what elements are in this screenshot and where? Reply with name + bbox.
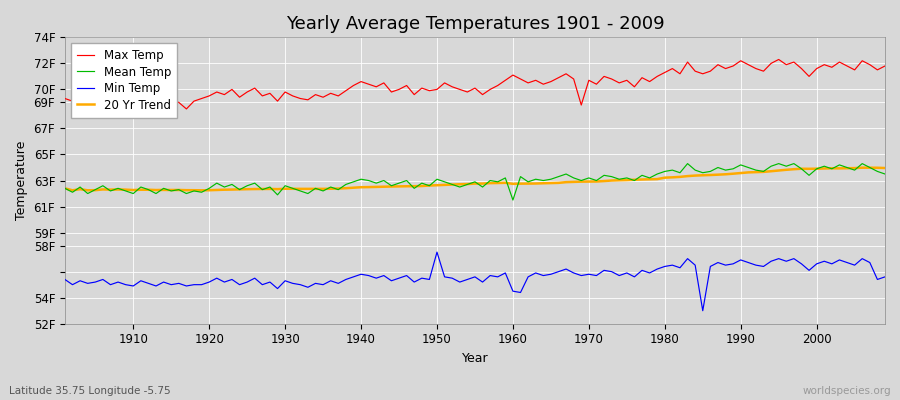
Mean Temp	[287, 186, 298, 191]
Min Temp	[333, 281, 344, 286]
Min Temp	[287, 281, 298, 286]
Min Temp	[515, 290, 526, 295]
Mean Temp	[515, 174, 526, 179]
Mean Temp	[500, 176, 510, 180]
Mean Temp	[607, 174, 617, 179]
20 Yr Trend	[121, 187, 131, 192]
Max Temp	[181, 106, 192, 111]
Mean Temp	[333, 187, 344, 192]
Max Temp	[340, 88, 351, 93]
Max Temp	[773, 57, 784, 62]
Max Temp	[879, 64, 890, 68]
Max Temp	[295, 96, 306, 101]
Min Temp	[432, 250, 443, 254]
Text: Latitude 35.75 Longitude -5.75: Latitude 35.75 Longitude -5.75	[9, 386, 171, 396]
Line: 20 Yr Trend: 20 Yr Trend	[65, 168, 885, 190]
Min Temp	[508, 289, 518, 294]
Line: Mean Temp: Mean Temp	[65, 164, 885, 200]
Mean Temp	[879, 172, 890, 176]
Max Temp	[607, 76, 617, 81]
20 Yr Trend	[508, 182, 518, 186]
Mean Temp	[682, 161, 693, 166]
20 Yr Trend	[340, 186, 351, 191]
Mean Temp	[121, 188, 131, 193]
Mean Temp	[59, 186, 70, 191]
Max Temp	[508, 73, 518, 78]
X-axis label: Year: Year	[462, 352, 489, 365]
Text: worldspecies.org: worldspecies.org	[803, 386, 891, 396]
20 Yr Trend	[607, 178, 617, 183]
20 Yr Trend	[59, 186, 70, 191]
Mean Temp	[508, 198, 518, 202]
Min Temp	[121, 282, 131, 287]
Min Temp	[879, 274, 890, 279]
Min Temp	[698, 308, 708, 313]
Line: Max Temp: Max Temp	[65, 60, 885, 109]
Min Temp	[59, 277, 70, 282]
20 Yr Trend	[515, 181, 526, 186]
20 Yr Trend	[295, 186, 306, 191]
Min Temp	[607, 269, 617, 274]
Y-axis label: Temperature: Temperature	[15, 141, 28, 220]
Max Temp	[515, 76, 526, 81]
Max Temp	[59, 96, 70, 101]
Legend: Max Temp, Mean Temp, Min Temp, 20 Yr Trend: Max Temp, Mean Temp, Min Temp, 20 Yr Tre…	[71, 43, 177, 118]
20 Yr Trend	[196, 188, 207, 193]
Title: Yearly Average Temperatures 1901 - 2009: Yearly Average Temperatures 1901 - 2009	[285, 15, 664, 33]
Line: Min Temp: Min Temp	[65, 252, 885, 311]
20 Yr Trend	[879, 166, 890, 170]
20 Yr Trend	[857, 165, 868, 170]
Max Temp	[121, 95, 131, 100]
